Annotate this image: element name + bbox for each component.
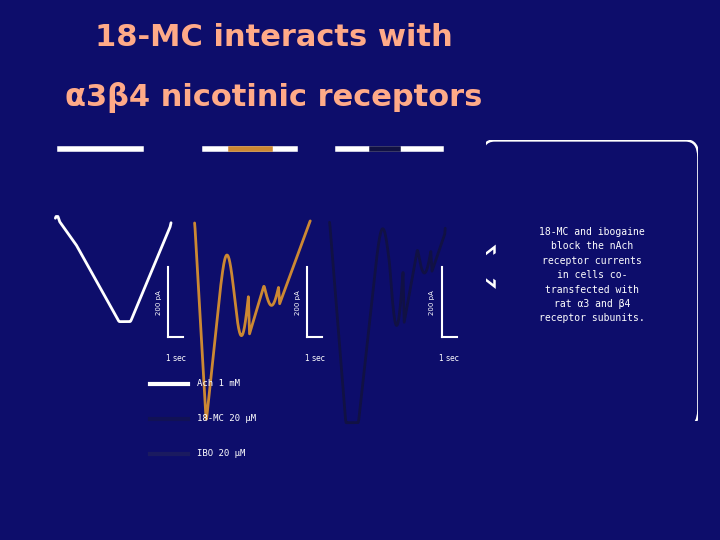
Text: 1 sec: 1 sec <box>166 354 186 363</box>
Text: α3β4 nicotinic receptors: α3β4 nicotinic receptors <box>65 82 482 113</box>
Polygon shape <box>469 247 495 286</box>
Polygon shape <box>473 253 497 281</box>
Text: Ach 1 mM: Ach 1 mM <box>197 379 240 388</box>
Text: 1 sec: 1 sec <box>305 354 325 363</box>
Text: 18-MC interacts with: 18-MC interacts with <box>95 23 452 52</box>
FancyBboxPatch shape <box>482 140 698 427</box>
Text: 18-MC 20 μM: 18-MC 20 μM <box>197 414 256 423</box>
Text: 200 pA: 200 pA <box>295 290 301 315</box>
Text: 200 pA: 200 pA <box>156 290 161 315</box>
Text: 200 pA: 200 pA <box>429 290 436 315</box>
Text: IBO 20 μM: IBO 20 μM <box>197 449 245 458</box>
Text: 18-MC and ibogaine
block the nAch
receptor currents
in cells co-
transfected wit: 18-MC and ibogaine block the nAch recept… <box>539 227 645 323</box>
Text: 1 sec: 1 sec <box>439 354 459 363</box>
